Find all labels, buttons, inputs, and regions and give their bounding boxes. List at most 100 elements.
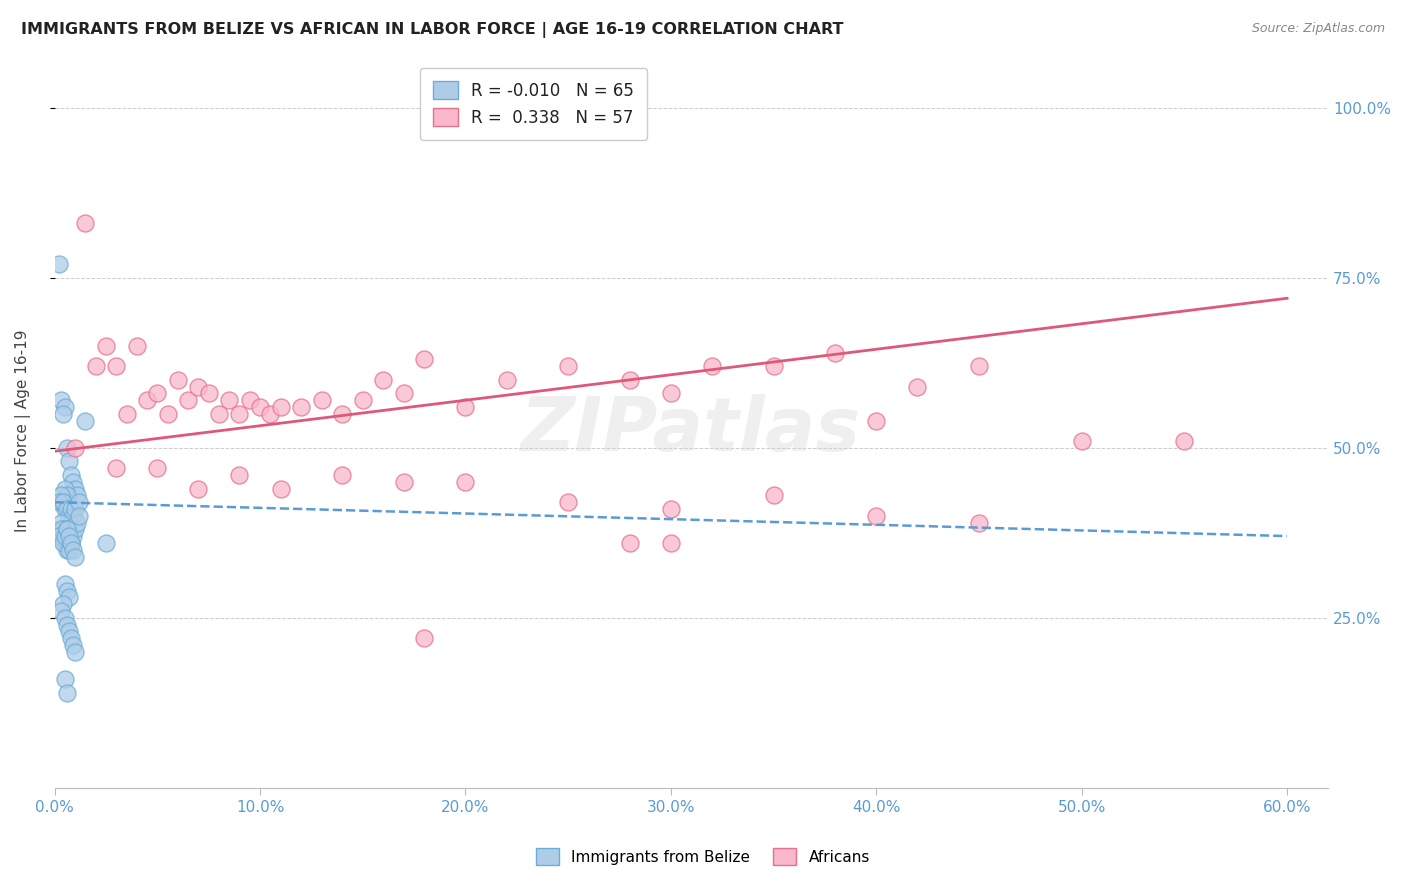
Legend: R = -0.010   N = 65, R =  0.338   N = 57: R = -0.010 N = 65, R = 0.338 N = 57 — [419, 68, 647, 140]
Point — [56, 617, 79, 632]
Text: Source: ZipAtlas.com: Source: ZipAtlas.com — [1251, 22, 1385, 36]
Point — [53, 482, 76, 496]
Point — [75, 414, 97, 428]
Point — [49, 495, 72, 509]
Point — [270, 482, 292, 496]
Point — [392, 386, 415, 401]
Point — [58, 624, 80, 639]
Point — [105, 461, 128, 475]
Point — [228, 407, 250, 421]
Point — [239, 393, 262, 408]
Point — [259, 407, 281, 421]
Point — [413, 352, 436, 367]
Point — [48, 529, 70, 543]
Point — [49, 393, 72, 408]
Point — [187, 379, 209, 393]
Point — [53, 502, 76, 516]
Point — [52, 523, 75, 537]
Point — [58, 454, 80, 468]
Point — [700, 359, 723, 374]
Point — [1173, 434, 1195, 448]
Point — [48, 495, 70, 509]
Point — [115, 407, 138, 421]
Point — [659, 536, 682, 550]
Point — [53, 576, 76, 591]
Point — [52, 407, 75, 421]
Point — [56, 523, 79, 537]
Point — [56, 542, 79, 557]
Point — [58, 508, 80, 523]
Point — [60, 536, 83, 550]
Text: ZIPatlas: ZIPatlas — [522, 394, 862, 467]
Point — [659, 386, 682, 401]
Point — [56, 583, 79, 598]
Legend: Immigrants from Belize, Africans: Immigrants from Belize, Africans — [530, 842, 876, 871]
Point — [52, 529, 75, 543]
Point — [62, 475, 84, 489]
Point — [60, 536, 83, 550]
Point — [330, 407, 353, 421]
Point — [60, 631, 83, 645]
Point — [60, 502, 83, 516]
Point — [58, 542, 80, 557]
Point — [62, 542, 84, 557]
Point — [60, 536, 83, 550]
Point — [156, 407, 179, 421]
Point — [63, 645, 86, 659]
Point — [330, 468, 353, 483]
Point — [228, 468, 250, 483]
Point — [659, 502, 682, 516]
Point — [58, 529, 80, 543]
Point — [208, 407, 231, 421]
Point — [56, 502, 79, 516]
Point — [49, 488, 72, 502]
Point — [63, 523, 86, 537]
Point — [67, 508, 90, 523]
Point — [53, 400, 76, 414]
Point — [94, 339, 117, 353]
Point — [557, 495, 579, 509]
Point — [62, 508, 84, 523]
Point — [967, 359, 990, 374]
Point — [619, 373, 641, 387]
Point — [58, 529, 80, 543]
Point — [146, 461, 169, 475]
Point — [1070, 434, 1092, 448]
Point — [373, 373, 395, 387]
Point — [49, 523, 72, 537]
Point — [311, 393, 333, 408]
Point — [63, 549, 86, 564]
Point — [53, 611, 76, 625]
Point — [62, 529, 84, 543]
Point — [762, 359, 785, 374]
Point — [53, 529, 76, 543]
Point — [125, 339, 148, 353]
Point — [197, 386, 219, 401]
Point — [392, 475, 415, 489]
Point — [290, 400, 312, 414]
Point — [53, 672, 76, 686]
Point — [63, 482, 86, 496]
Point — [63, 441, 86, 455]
Point — [52, 495, 75, 509]
Point — [495, 373, 517, 387]
Point — [52, 597, 75, 611]
Point — [824, 345, 846, 359]
Point — [62, 638, 84, 652]
Point — [557, 359, 579, 374]
Point — [166, 373, 188, 387]
Point — [67, 495, 90, 509]
Point — [218, 393, 240, 408]
Y-axis label: In Labor Force | Age 16-19: In Labor Force | Age 16-19 — [15, 329, 31, 533]
Point — [105, 359, 128, 374]
Point — [94, 536, 117, 550]
Point — [84, 359, 107, 374]
Point — [762, 488, 785, 502]
Point — [60, 468, 83, 483]
Point — [63, 502, 86, 516]
Point — [53, 529, 76, 543]
Point — [58, 536, 80, 550]
Point — [56, 685, 79, 699]
Point — [49, 604, 72, 618]
Point — [249, 400, 271, 414]
